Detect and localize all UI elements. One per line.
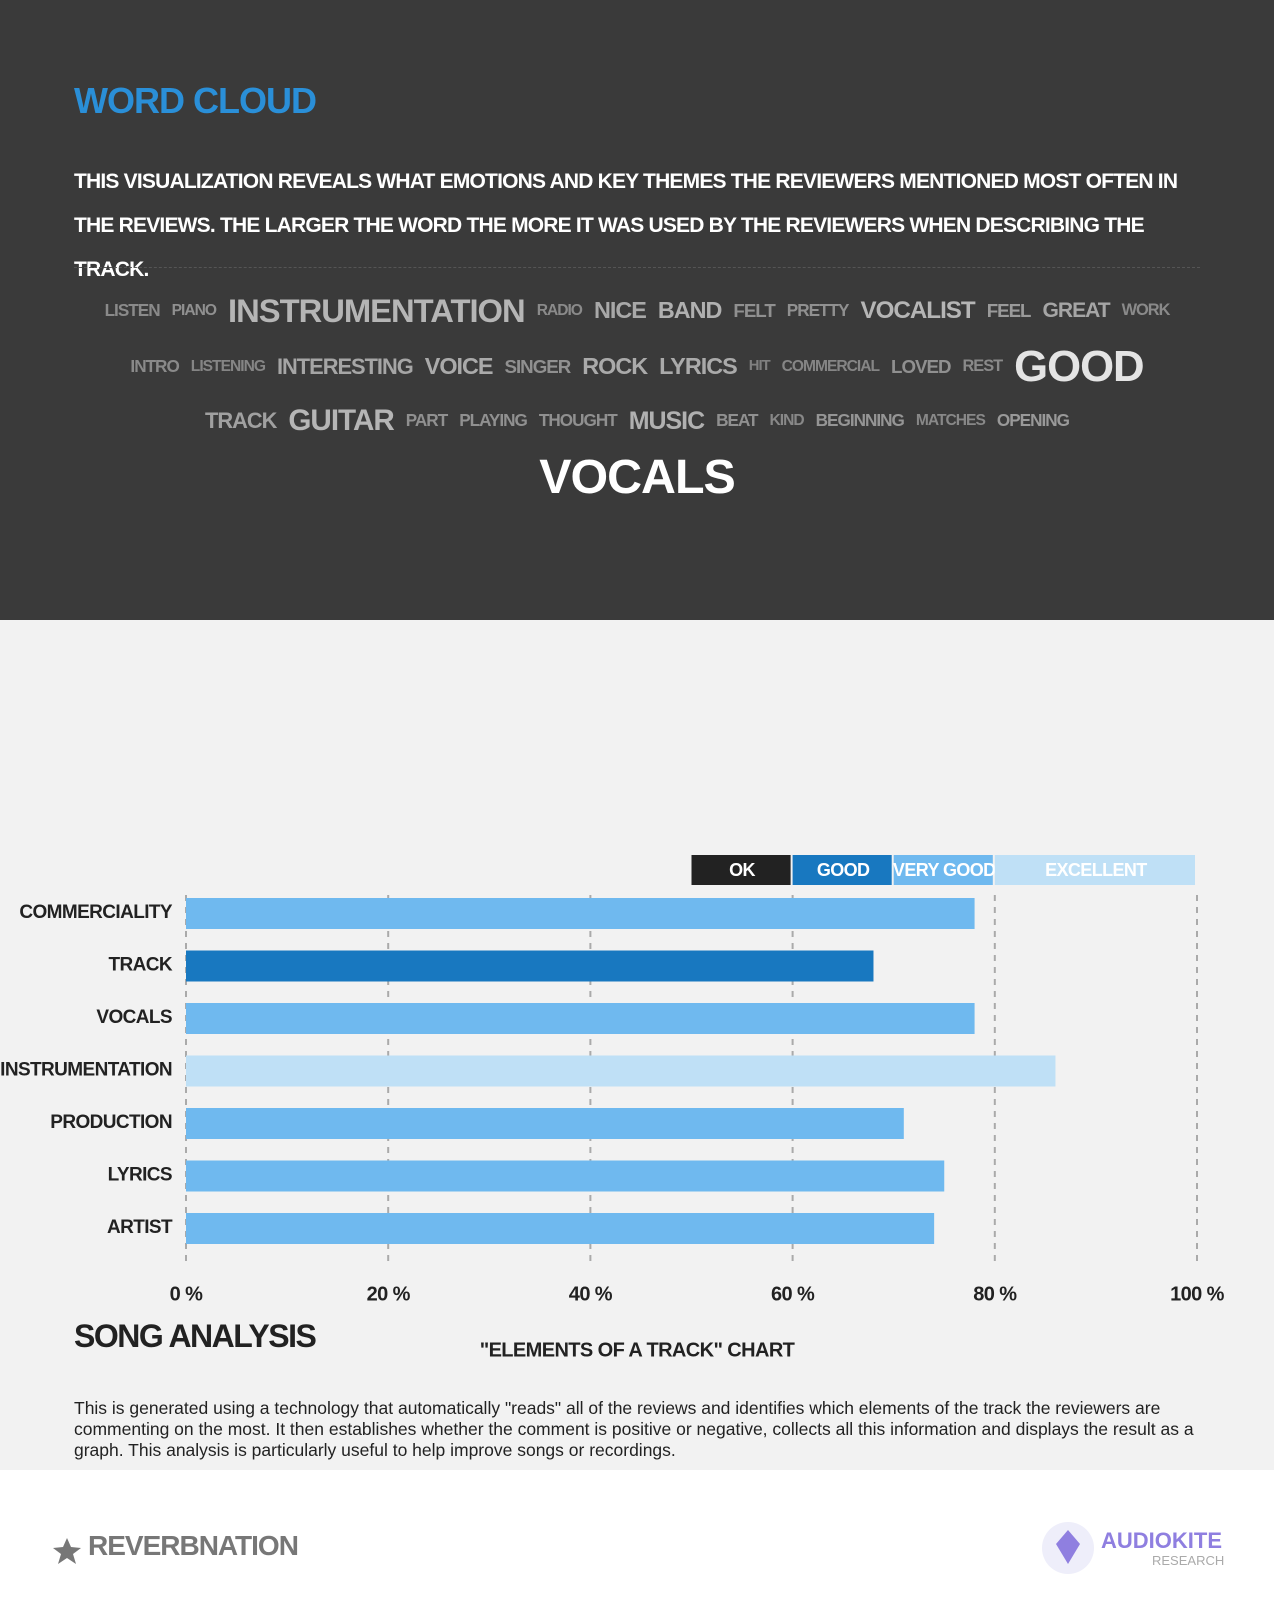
legend-swatch	[691, 855, 791, 885]
cloud-word: SINGER	[504, 356, 572, 378]
x-tick-label: 100 %	[1170, 1283, 1225, 1305]
cloud-word: VOCALIST	[860, 296, 975, 324]
cloud-word: FELT	[733, 300, 775, 322]
cloud-word: HIT	[748, 358, 771, 375]
song-analysis-section: SONG ANALYSIS This is generated using a …	[0, 620, 1274, 1470]
legend-swatch	[792, 855, 892, 885]
x-tick-label: 80 %	[973, 1283, 1017, 1305]
y-tick-label: VOCALS	[96, 1007, 172, 1028]
cloud-word: LISTEN	[104, 299, 161, 320]
star-icon	[53, 1538, 81, 1564]
audiokite-logo: AUDIOKITE	[1101, 1528, 1222, 1553]
cloud-word: RADIO	[536, 301, 583, 319]
legend-label: OK	[729, 860, 755, 880]
legend-label: VERY GOOD	[893, 860, 996, 880]
y-tick-label: LYRICS	[108, 1165, 172, 1186]
x-tick-label: 20 %	[367, 1283, 411, 1305]
bar	[186, 1108, 904, 1139]
y-tick-label: INSTRUMENTATION	[0, 1060, 172, 1081]
cloud-word: COMMERCIAL	[781, 357, 880, 375]
divider	[74, 267, 1200, 268]
chart: 0 % 20 % 40 % 60 % 80 % 100 % OK GOOD VERY GOOD E…	[0, 855, 1225, 1361]
section-title: SONG ANALYSIS	[74, 1318, 317, 1354]
cloud-word: LOVED	[891, 356, 951, 378]
cloud-word: LYRICS	[659, 353, 738, 380]
cloud-word: INTRO	[130, 355, 179, 376]
cloud-word: PRETTY	[786, 299, 850, 320]
bar	[186, 1003, 975, 1034]
chart-title: "ELEMENTS OF A TRACK" CHART	[480, 1339, 795, 1361]
cloud-word: GREAT	[1042, 298, 1111, 322]
x-tick-label: 60 %	[771, 1283, 815, 1305]
cloud-word: NICE	[593, 297, 647, 324]
bar	[186, 1213, 935, 1244]
footer	[0, 1470, 1274, 1600]
y-tick-label: COMMERCIALITY	[19, 902, 173, 923]
section-description: THIS VISUALIZATION REVEALS WHAT EMOTIONS…	[74, 170, 1178, 281]
cloud-word: MATCHES	[915, 411, 986, 429]
cloud-word: OPENING	[996, 410, 1070, 431]
cloud-word: BAND	[657, 297, 723, 324]
cloud-word: PART	[405, 410, 448, 431]
word-cloud-section: WORD CLOUD THIS VISUALIZATION REVEALS WH…	[0, 0, 1274, 620]
y-tick-label: ARTIST	[107, 1217, 173, 1238]
cloud-word: ROCK	[582, 353, 648, 380]
cloud-word: LISTENING	[190, 357, 266, 375]
legend-label: EXCELLENT	[1045, 860, 1147, 880]
cloud-word: THOUGHT	[538, 410, 618, 431]
audiokite-sub: RESEARCH	[1152, 1553, 1225, 1568]
cloud-word: VOICE	[424, 353, 494, 380]
bar	[186, 1055, 1056, 1087]
cloud-word: BEGINNING	[815, 410, 905, 431]
section-description: This is generated using a technology tha…	[74, 1398, 1194, 1460]
cloud-word: REST	[962, 357, 1003, 376]
y-tick-label: TRACK	[109, 955, 173, 976]
legend-label: GOOD	[817, 860, 870, 880]
bar	[186, 898, 975, 929]
cloud-word: INSTRUMENTATION	[227, 292, 526, 329]
section-title: WORD CLOUD	[74, 80, 317, 121]
cloud-word: GUITAR	[288, 403, 394, 437]
cloud-word: PLAYING	[459, 410, 528, 431]
bar	[186, 950, 874, 982]
cloud-word: VOCALS	[539, 449, 736, 504]
cloud-word: MUSIC	[628, 406, 705, 435]
cloud-word: FEEL	[986, 300, 1032, 322]
y-tick-label: PRODUCTION	[50, 1112, 172, 1133]
legend-swatch	[994, 855, 1195, 885]
cloud-word: KIND	[769, 411, 805, 429]
legend-swatch	[893, 855, 993, 885]
cloud-word: TRACK	[205, 408, 277, 434]
cloud-word: BEAT	[716, 410, 758, 431]
x-tick-label: 0 %	[170, 1283, 203, 1305]
cloud-word: GOOD	[1014, 341, 1144, 391]
word-cloud: LISTEN PIANO INSTRUMENTATION RADIO NICE BAND F…	[74, 292, 1200, 506]
cloud-word: WORK	[1121, 301, 1171, 320]
cloud-word: PIANO	[171, 301, 217, 319]
cloud-word: INTERESTING	[276, 354, 414, 380]
reverbnation-logo: REVERBNATION	[88, 1530, 299, 1561]
kite-icon	[1042, 1522, 1094, 1574]
x-tick-label: 40 %	[569, 1283, 613, 1305]
bar	[186, 1160, 945, 1192]
